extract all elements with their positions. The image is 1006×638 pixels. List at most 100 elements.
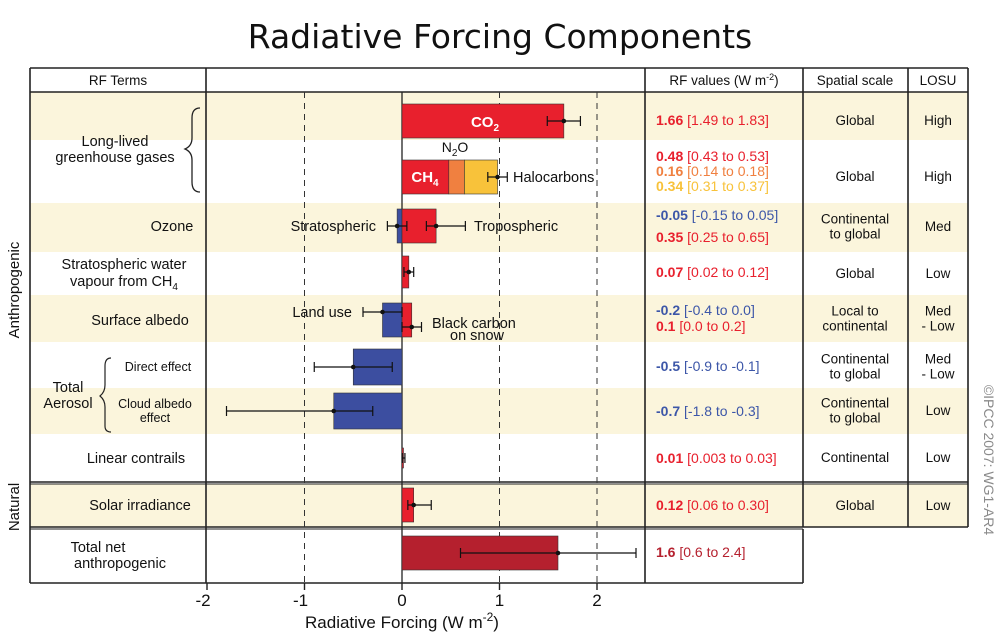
best-estimate-aerosol-cloud <box>331 408 337 414</box>
term-anthropogenic: anthropogenic <box>74 556 166 572</box>
rf-value: 0.12 [0.06 to 0.30] <box>656 497 769 513</box>
losu-value: Med <box>925 352 951 367</box>
bar-marks <box>225 103 637 571</box>
losu-value: Low <box>926 450 951 465</box>
term-total-aerosol-1: Total <box>53 380 84 396</box>
rf-best-estimate: 0.34 <box>656 178 683 194</box>
spatial-scale-value: continental <box>822 319 887 334</box>
best-estimate-black-carbon <box>409 324 415 330</box>
term-strat-water-1: Stratospheric water <box>62 257 187 273</box>
losu-value: High <box>924 169 952 184</box>
label-halocarbons: Halocarbons <box>513 170 594 186</box>
term-cloud-albedo-effect: effect <box>140 411 171 425</box>
row-bands <box>30 92 968 527</box>
rf-best-estimate: -0.5 <box>656 358 680 374</box>
header-rf-values: RF values (W m-2) <box>669 72 778 88</box>
rf-value: 0.16 [0.14 to 0.18] <box>656 163 769 179</box>
term-strat-water-2: vapour from CH4 <box>70 274 178 293</box>
rf-range: [0.003 to 0.03] <box>683 450 776 466</box>
rf-value: 0.35 [0.25 to 0.65] <box>656 229 769 245</box>
row-band-losu <box>908 92 968 140</box>
x-tick-label: 2 <box>592 591 601 610</box>
losu-value: Med <box>925 219 951 234</box>
term-cloud-albedo: Cloud albedo <box>118 397 192 411</box>
row-band <box>30 484 908 527</box>
term-solar: Solar irradiance <box>89 498 191 514</box>
rf-range: [-0.9 to -0.1] <box>680 358 759 374</box>
spatial-scale-value: Continental <box>821 396 889 411</box>
rf-range: [-0.4 to 0.0] <box>680 302 755 318</box>
x-tick-label: -1 <box>293 591 308 610</box>
x-tick-label: -2 <box>195 591 210 610</box>
spatial-scale-value: Global <box>835 113 874 128</box>
spatial-scale-value: Local to <box>831 304 878 319</box>
x-tick-label: 1 <box>495 591 504 610</box>
term-long-lived: Long-lived <box>82 134 149 150</box>
row-band-losu <box>908 388 968 434</box>
row-band-losu <box>908 203 968 252</box>
rf-best-estimate: 0.1 <box>656 318 676 334</box>
rf-range: [0.0 to 0.2] <box>675 318 745 334</box>
rf-best-estimate: -0.05 <box>656 207 688 223</box>
losu-value: - Low <box>921 367 954 382</box>
rf-value: 0.07 [0.02 to 0.12] <box>656 264 769 280</box>
rf-best-estimate: 0.01 <box>656 450 683 466</box>
spatial-scale-value: to global <box>829 411 880 426</box>
rf-best-estimate: 1.66 <box>656 112 683 128</box>
best-estimate-co2 <box>561 118 567 124</box>
rf-best-estimate: 1.6 <box>656 544 676 560</box>
term-greenhouse-gases: greenhouse gases <box>55 150 174 166</box>
label-land-use: Land use <box>292 305 352 321</box>
x-axis-label: Radiative Forcing (W m-2) <box>305 610 499 632</box>
label-co2: CO2 <box>471 114 500 134</box>
spatial-scale-value: to global <box>829 227 880 242</box>
rf-best-estimate: 0.16 <box>656 163 683 179</box>
losu-value: - Low <box>921 319 954 334</box>
rf-range: [0.02 to 0.12] <box>683 264 769 280</box>
row-band-losu <box>908 484 968 527</box>
losu-value: Low <box>926 266 951 281</box>
row-band <box>30 295 908 342</box>
header-losu: LOSU <box>920 73 957 88</box>
ghg-brace <box>183 107 201 193</box>
term-total-aerosol-2: Aerosol <box>43 396 92 412</box>
label-ch4: CH4 <box>411 169 439 189</box>
rf-value: 1.6 [0.6 to 2.4] <box>656 544 746 560</box>
bar-n2o <box>448 159 465 195</box>
losu-value: High <box>924 113 952 128</box>
header-rf-terms: RF Terms <box>89 73 148 88</box>
term-total-net: Total net <box>71 540 126 556</box>
copyright-text: ©IPCC 2007: WG1-AR4 <box>981 385 997 536</box>
row-band-losu <box>908 295 968 342</box>
bar-land-use <box>382 302 403 338</box>
rf-range: [0.14 to 0.18] <box>683 163 769 179</box>
chart-title: Radiative Forcing Components <box>248 17 752 56</box>
spatial-scale-value: to global <box>829 367 880 382</box>
spatial-scale-value: Global <box>835 169 874 184</box>
best-estimate-solar <box>411 502 417 508</box>
losu-value: Med <box>925 304 951 319</box>
bar-ch4 <box>401 159 450 195</box>
bar-total <box>401 535 559 571</box>
rf-range: [-0.15 to 0.05] <box>688 207 778 223</box>
term-ozone: Ozone <box>151 219 194 235</box>
header-spatial-scale: Spatial scale <box>817 73 894 88</box>
rf-best-estimate: 0.12 <box>656 497 683 513</box>
spatial-scale-value: Continental <box>821 352 889 367</box>
label-black-carbon: Black carbon <box>432 316 516 332</box>
rf-range: [0.43 to 0.53] <box>683 148 769 164</box>
table-frame <box>29 67 969 584</box>
table-text: -2 -1 0 1 2 Radiative Forcing (W m-2) RF Terms… <box>6 72 997 632</box>
rf-value: 1.66 [1.49 to 1.83] <box>656 112 769 128</box>
rf-range: [0.25 to 0.65] <box>683 229 769 245</box>
rf-range: [0.31 to 0.37] <box>683 178 769 194</box>
rf-range: [-1.8 to -0.3] <box>680 403 759 419</box>
rf-best-estimate: -0.2 <box>656 302 680 318</box>
spatial-scale-value: Continental <box>821 450 889 465</box>
label-stratospheric: Stratospheric <box>291 219 376 235</box>
label-n2o: N2O <box>442 139 469 159</box>
row-band <box>30 388 908 434</box>
row-band <box>30 203 908 252</box>
rf-best-estimate: 0.48 <box>656 148 683 164</box>
